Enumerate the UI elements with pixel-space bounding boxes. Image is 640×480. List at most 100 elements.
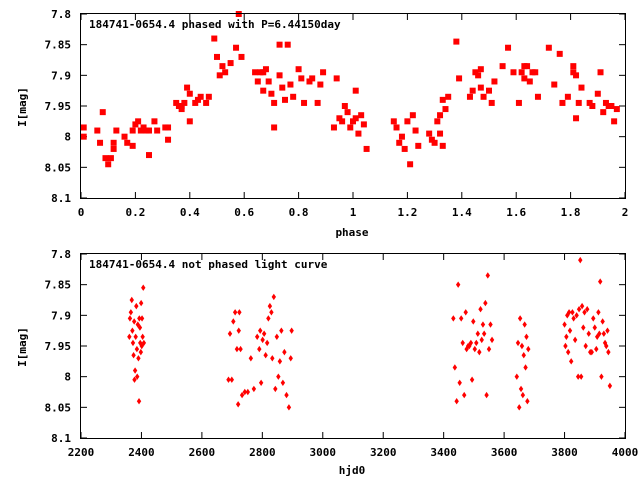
data-point — [141, 339, 147, 347]
data-point — [437, 112, 444, 119]
data-point — [597, 330, 602, 337]
data-point — [517, 315, 523, 322]
data-point — [178, 106, 185, 113]
data-point — [234, 345, 240, 353]
data-point — [485, 272, 490, 279]
data-point — [521, 75, 528, 82]
data-point — [474, 339, 479, 347]
x-tick-label: 0.4 — [180, 206, 200, 219]
data-point — [594, 345, 599, 353]
data-point — [454, 398, 459, 405]
data-point — [573, 115, 580, 122]
data-point — [518, 385, 524, 393]
data-point — [599, 373, 604, 380]
data-point — [524, 333, 529, 340]
data-point — [231, 318, 236, 325]
data-point — [572, 336, 578, 344]
data-point — [472, 345, 477, 353]
data-point — [525, 398, 530, 405]
data-point — [258, 327, 263, 334]
data-point — [254, 333, 260, 340]
data-point — [138, 348, 144, 356]
data-point — [486, 87, 492, 94]
data-point — [532, 69, 539, 76]
data-point — [475, 72, 482, 79]
data-point — [604, 342, 609, 350]
data-point — [469, 376, 475, 383]
data-point — [282, 96, 288, 103]
x-tick-label: 1.4 — [452, 206, 472, 219]
data-point — [515, 99, 522, 106]
data-point — [268, 90, 275, 97]
data-point — [214, 53, 220, 60]
data-point — [339, 118, 346, 125]
data-point — [574, 312, 579, 319]
data-point — [257, 345, 262, 353]
x-tick-label: 3400 — [430, 446, 457, 459]
data-point — [452, 364, 458, 371]
data-point — [270, 355, 275, 362]
data-point — [137, 127, 144, 134]
data-point — [472, 69, 479, 76]
data-point — [330, 124, 337, 131]
data-point — [252, 69, 259, 76]
data-point — [229, 376, 235, 383]
data-point — [227, 330, 233, 337]
data-point — [181, 99, 188, 106]
data-point — [471, 318, 476, 325]
data-point — [295, 66, 302, 73]
data-point — [276, 72, 283, 79]
data-point — [578, 256, 583, 264]
data-point — [431, 139, 438, 146]
data-point — [130, 327, 135, 334]
data-point — [489, 336, 495, 344]
data-point — [517, 404, 522, 411]
data-point — [233, 44, 240, 51]
data-point — [564, 333, 569, 340]
data-point — [132, 367, 138, 374]
data-point — [260, 87, 267, 94]
data-point — [578, 84, 585, 91]
data-point — [390, 118, 397, 125]
data-point — [608, 103, 615, 109]
data-point — [460, 339, 465, 347]
data-point — [545, 44, 552, 51]
y-tick-label: 8 — [64, 371, 71, 384]
x-tick-label: 3000 — [310, 446, 337, 459]
x-axis-label: phase — [335, 226, 368, 239]
data-point — [273, 385, 278, 393]
x-tick-label: 4000 — [612, 446, 639, 459]
y-tick-label: 7.95 — [45, 340, 72, 353]
data-point — [601, 330, 607, 337]
data-point — [127, 315, 133, 322]
y-tick-label: 8 — [64, 131, 71, 144]
data-point — [559, 99, 566, 106]
data-point — [396, 139, 403, 146]
data-point — [466, 93, 473, 100]
data-point — [110, 145, 117, 152]
data-point — [154, 127, 161, 134]
data-point — [306, 78, 313, 85]
data-point — [344, 109, 351, 116]
data-point — [151, 118, 158, 125]
x-tick-label: 2400 — [128, 446, 155, 459]
data-point — [514, 373, 520, 380]
data-point — [484, 391, 489, 399]
data-point — [575, 99, 582, 106]
data-point — [462, 391, 467, 399]
data-point — [309, 75, 316, 82]
data-point — [284, 391, 289, 399]
x-tick-label: 3800 — [551, 446, 578, 459]
x-tick-label: 0.6 — [234, 206, 254, 219]
data-point — [140, 333, 145, 340]
data-point — [134, 345, 140, 353]
data-point — [352, 87, 359, 94]
y-tick-label: 7.9 — [51, 69, 71, 82]
data-point — [128, 309, 134, 316]
data-point — [80, 124, 87, 131]
data-point — [232, 309, 238, 316]
data-point — [398, 133, 405, 140]
data-point — [607, 382, 613, 390]
data-point — [453, 38, 460, 45]
